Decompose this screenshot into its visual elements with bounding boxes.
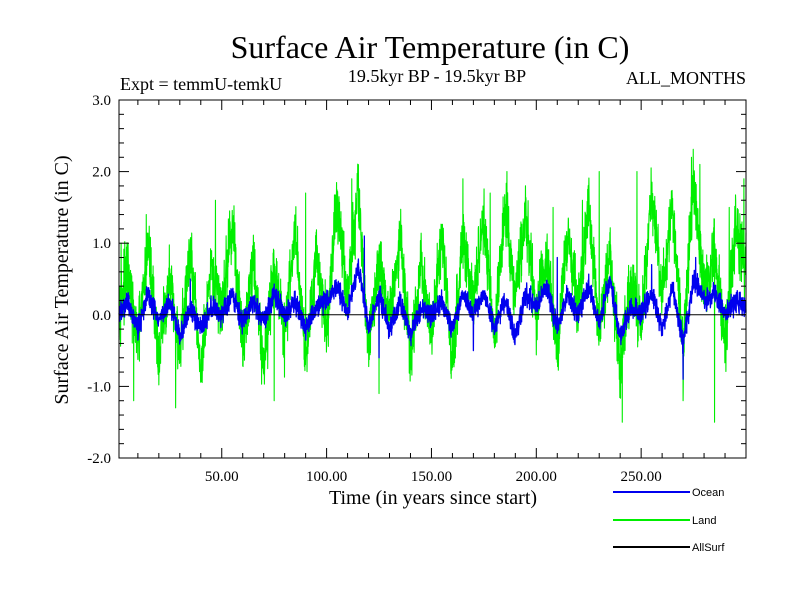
- y-tick-label: 0.0: [92, 308, 111, 324]
- y-tick-label: 1.0: [92, 236, 111, 252]
- plot-frame: [118, 99, 747, 459]
- legend-label-land: Land: [692, 515, 716, 527]
- y-tick-label: 2.0: [92, 165, 111, 181]
- series-layer: [118, 148, 747, 423]
- y-tick-label: 3.0: [92, 93, 111, 109]
- legend-label-allsurf: AllSurf: [692, 542, 725, 554]
- y-tick-label: -1.0: [87, 379, 111, 395]
- legend-label-ocean: Ocean: [692, 487, 724, 499]
- series-line-ocean: [118, 235, 747, 380]
- subtitle-period: 19.5kyr BP - 19.5kyr BP: [348, 66, 526, 86]
- y-tick-label: -2.0: [87, 451, 111, 467]
- y-axis-label: Surface Air Temperature (in C): [51, 155, 73, 404]
- subtitle-experiment: Expt = temmU-temkU: [120, 74, 282, 94]
- x-tick-label: 150.00: [411, 469, 452, 485]
- subtitle-months: ALL_MONTHS: [626, 68, 746, 88]
- x-tick-label: 50.00: [205, 469, 239, 485]
- chart-title: Surface Air Temperature (in C): [231, 29, 630, 65]
- axis-layer: 50.00 100.00 150.00 200.00 250.00 -2.0 -1.0 0.0…: [87, 93, 746, 485]
- x-axis-label: Time (in years since start): [329, 487, 537, 509]
- x-tick-label: 250.00: [621, 469, 662, 485]
- x-tick-label: 200.00: [516, 469, 557, 485]
- legend: Ocean Land AllSurf: [613, 487, 725, 554]
- x-tick-label: 100.00: [306, 469, 347, 485]
